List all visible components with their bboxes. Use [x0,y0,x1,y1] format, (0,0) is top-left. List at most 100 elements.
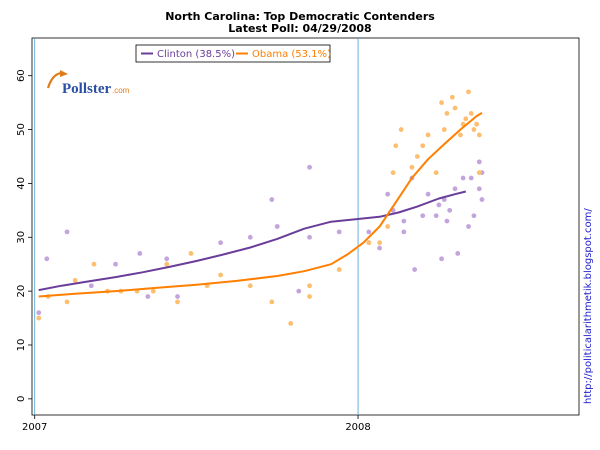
clinton-poll-point [274,224,280,229]
obama-poll-point [366,240,372,246]
obama-poll-point [452,105,458,111]
obama-poll-point [398,127,404,132]
obama-poll-point [175,299,180,305]
clinton-poll-point [377,245,383,251]
obama-poll-point [449,94,455,100]
obama-poll-point [36,315,42,321]
clinton-poll-point [439,256,444,262]
obama-poll-point [393,143,399,149]
obama-trend-line [38,112,483,298]
y-tick-label: 20 [16,285,27,298]
clinton-poll-point [218,240,224,246]
clinton-poll-point [460,175,466,181]
obama-poll-point [471,127,477,132]
obama-poll-point [468,111,474,116]
clinton-poll-point [471,213,477,219]
watermark-name: Pollster [62,81,111,97]
pollster-watermark: Pollster .com [46,70,130,97]
y-tick-label: 30 [16,231,27,244]
clinton-poll-point [247,234,253,240]
obama-poll-point [247,283,253,289]
clinton-poll-point [476,186,482,192]
obama-poll-point [433,170,439,176]
legend-box [135,44,331,63]
clinton-poll-point [433,213,439,219]
obama-poll-point [474,121,480,127]
clinton-poll-point [479,197,485,202]
clinton-poll-point [452,186,458,192]
y-tick-label: 40 [16,177,27,190]
clinton-poll-point [468,175,474,181]
y-tick-label: 10 [16,339,27,352]
blog-url: http://politicalarithmetik.blogspot.com/ [583,208,594,404]
obama-poll-point [164,261,170,267]
clinton-poll-point [444,218,450,224]
chart-title: North Carolina: Top Democratic Contender… [165,10,435,23]
clinton-poll-point [137,251,143,256]
x-tick-label: 2007 [22,422,47,433]
clinton-poll-point [455,251,461,256]
clinton-poll-point [420,213,426,219]
obama-poll-point [188,251,194,256]
obama-poll-point [307,294,312,299]
clinton-poll-point [164,256,170,262]
clinton-poll-point [64,229,70,235]
clinton-poll-point [447,207,453,213]
clinton-poll-point [307,164,312,170]
clinton-poll-point [476,159,482,165]
obama-poll-point [409,164,415,170]
clinton-poll-point [336,229,342,235]
clinton-poll-point [36,310,42,316]
obama-poll-point [218,272,224,278]
obama-poll-point [476,170,482,176]
clinton-poll-point [436,202,442,208]
clinton-poll-point [113,261,118,267]
obama-poll-point [420,143,426,149]
obama-poll-point [444,111,450,116]
clinton-poll-point [296,288,302,294]
obama-poll-point [414,154,420,159]
watermark-suffix: .com [112,86,130,95]
obama-poll-point [463,116,469,122]
pollster-logo-icon [46,70,68,89]
clinton-poll-point [307,234,312,240]
clinton-poll-point [412,267,418,272]
chart-subtitle: Latest Poll: 04/29/2008 [228,22,371,35]
obama-poll-point [390,170,396,176]
legend-obama-label: Obama (53.1%) [252,49,331,60]
clinton-poll-point [401,218,407,224]
clinton-poll-point [44,256,50,262]
clinton-poll-point [401,229,407,235]
obama-poll-point [377,240,383,246]
clinton-poll-point [269,197,275,202]
obama-poll-point [150,288,156,294]
obama-poll-point [476,132,482,138]
clinton-poll-point [145,294,151,299]
obama-poll-point [91,261,97,267]
x-tick-label: 2008 [345,422,370,433]
obama-poll-point [288,321,294,326]
obama-poll-point [425,132,431,138]
clinton-poll-point [366,229,372,235]
clinton-trend-line [38,190,467,292]
obama-poll-point [269,299,275,305]
obama-poll-point [385,224,391,229]
clinton-poll-point [385,191,391,197]
y-tick-label: 60 [16,69,27,82]
plot-area: 0 10 20 30 40 50 60 2007 2008 [16,37,580,433]
clinton-poll-point [466,224,471,229]
plot-frame [31,37,580,416]
legend: Clinton (38.5%) Obama (53.1%) [135,44,331,63]
legend-clinton-label: Clinton (38.5%) [157,49,235,60]
clinton-poll-point [425,191,431,197]
clinton-poll-point [88,283,94,289]
obama-poll-point [466,89,471,95]
obama-poll-point [336,267,342,272]
y-tick-label: 0 [16,396,27,402]
obama-poll-point [307,283,312,289]
obama-poll-point [458,132,463,138]
obama-poll-point [72,277,78,283]
obama-poll-point [439,100,444,106]
y-tick-label: 50 [16,123,27,136]
